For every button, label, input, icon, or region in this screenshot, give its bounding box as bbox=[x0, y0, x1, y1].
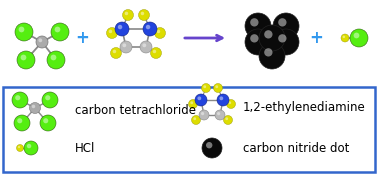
Circle shape bbox=[17, 145, 23, 152]
Circle shape bbox=[107, 27, 118, 38]
Circle shape bbox=[201, 112, 204, 115]
Circle shape bbox=[40, 115, 56, 131]
Circle shape bbox=[225, 117, 228, 120]
Circle shape bbox=[14, 115, 30, 131]
Circle shape bbox=[141, 12, 144, 15]
Text: +: + bbox=[75, 29, 89, 47]
Circle shape bbox=[118, 25, 122, 29]
Circle shape bbox=[217, 94, 229, 106]
Circle shape bbox=[51, 55, 56, 60]
Circle shape bbox=[341, 34, 349, 42]
Text: carbon tetrachloride: carbon tetrachloride bbox=[75, 103, 196, 117]
Circle shape bbox=[17, 51, 35, 69]
Circle shape bbox=[157, 30, 160, 33]
Circle shape bbox=[201, 83, 211, 93]
Circle shape bbox=[203, 85, 206, 88]
Text: HCl: HCl bbox=[75, 142, 95, 155]
Circle shape bbox=[215, 85, 218, 88]
Circle shape bbox=[202, 138, 222, 158]
Circle shape bbox=[250, 34, 259, 43]
Circle shape bbox=[342, 36, 345, 38]
Circle shape bbox=[219, 96, 223, 100]
Circle shape bbox=[12, 92, 28, 108]
Circle shape bbox=[214, 83, 223, 93]
Circle shape bbox=[45, 95, 50, 100]
Circle shape bbox=[125, 12, 128, 15]
Circle shape bbox=[215, 110, 225, 120]
Circle shape bbox=[259, 43, 285, 69]
Circle shape bbox=[15, 95, 20, 100]
Circle shape bbox=[199, 110, 209, 120]
Text: carbon nitride dot: carbon nitride dot bbox=[243, 142, 349, 155]
Circle shape bbox=[51, 23, 69, 41]
Circle shape bbox=[223, 116, 232, 124]
Text: +: + bbox=[309, 29, 323, 47]
Circle shape bbox=[143, 22, 157, 36]
Circle shape bbox=[245, 29, 271, 55]
Circle shape bbox=[150, 47, 161, 58]
Circle shape bbox=[189, 100, 197, 108]
Circle shape bbox=[264, 48, 273, 57]
Circle shape bbox=[226, 100, 235, 108]
Circle shape bbox=[120, 41, 132, 53]
Circle shape bbox=[138, 9, 150, 20]
Circle shape bbox=[27, 144, 31, 148]
Circle shape bbox=[122, 9, 133, 20]
Circle shape bbox=[32, 105, 35, 108]
Circle shape bbox=[42, 92, 58, 108]
Circle shape bbox=[206, 142, 212, 148]
Circle shape bbox=[259, 25, 285, 51]
Text: 1,2-ethylenediamine: 1,2-ethylenediamine bbox=[243, 100, 366, 114]
Circle shape bbox=[47, 51, 65, 69]
Circle shape bbox=[140, 41, 152, 53]
Circle shape bbox=[109, 30, 112, 33]
Circle shape bbox=[110, 47, 121, 58]
FancyBboxPatch shape bbox=[3, 87, 375, 172]
Circle shape bbox=[20, 55, 26, 60]
Circle shape bbox=[273, 29, 299, 55]
Circle shape bbox=[350, 29, 368, 47]
Circle shape bbox=[278, 18, 287, 27]
FancyArrowPatch shape bbox=[185, 35, 222, 41]
Circle shape bbox=[17, 118, 22, 123]
Circle shape bbox=[43, 118, 48, 123]
Circle shape bbox=[278, 34, 287, 43]
Circle shape bbox=[113, 50, 116, 53]
Circle shape bbox=[228, 101, 231, 104]
Circle shape bbox=[115, 22, 129, 36]
Circle shape bbox=[54, 27, 60, 32]
Circle shape bbox=[36, 36, 48, 48]
Circle shape bbox=[19, 27, 24, 32]
Circle shape bbox=[39, 38, 42, 42]
Circle shape bbox=[143, 43, 146, 47]
Circle shape bbox=[195, 94, 207, 106]
Circle shape bbox=[155, 27, 166, 38]
Circle shape bbox=[15, 23, 33, 41]
Circle shape bbox=[122, 43, 126, 47]
Circle shape bbox=[353, 33, 359, 38]
Circle shape bbox=[197, 96, 201, 100]
Circle shape bbox=[153, 50, 156, 53]
Circle shape bbox=[264, 30, 273, 38]
Circle shape bbox=[24, 141, 38, 155]
Circle shape bbox=[273, 13, 299, 39]
Circle shape bbox=[250, 18, 259, 27]
Circle shape bbox=[190, 101, 193, 104]
Circle shape bbox=[146, 25, 150, 29]
Circle shape bbox=[245, 13, 271, 39]
Circle shape bbox=[18, 146, 20, 148]
Circle shape bbox=[193, 117, 196, 120]
Circle shape bbox=[192, 116, 200, 124]
Circle shape bbox=[29, 103, 40, 114]
Circle shape bbox=[217, 112, 220, 115]
